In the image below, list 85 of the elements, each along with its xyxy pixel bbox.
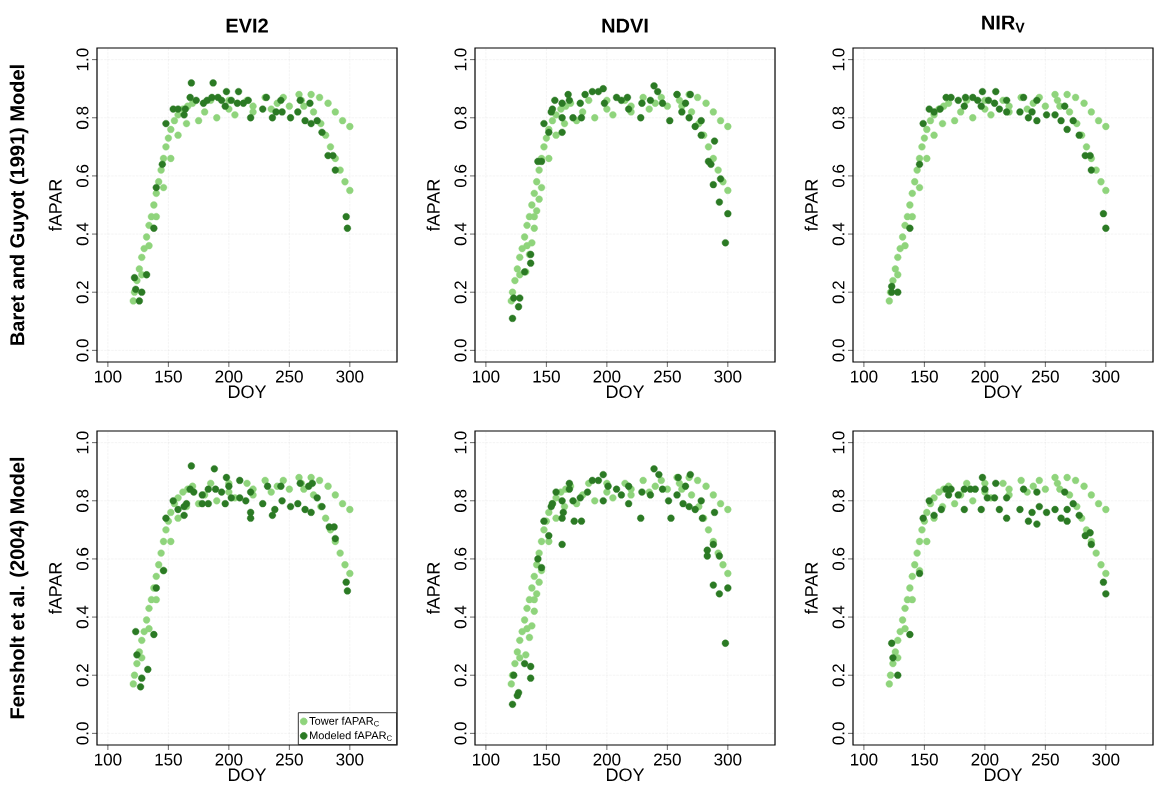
- y-axis-title: fAPAR: [426, 562, 440, 615]
- x-tick-label: 300: [714, 753, 742, 766]
- y-tick-label: 0.6: [454, 164, 467, 188]
- x-tick-label: 200: [971, 753, 999, 766]
- y-tick-label: 1.0: [76, 48, 89, 71]
- x-tick-label: 200: [215, 370, 243, 383]
- y-tick-label: 0.0: [832, 722, 845, 745]
- text: Fensholt et al. (2004) Model: [9, 457, 29, 719]
- y-tick-label: 1.0: [832, 431, 845, 454]
- x-axis-title: DOY: [984, 385, 1023, 399]
- x-tick-label: 250: [654, 753, 681, 766]
- y-tick-label: 0.0: [454, 339, 467, 362]
- x-axis-title: DOY: [606, 385, 645, 399]
- x-tick-label: 100: [473, 370, 500, 383]
- y-tick-label: 0.8: [76, 106, 89, 129]
- y-tick-label: 0.6: [454, 547, 467, 571]
- chart-title: NIR$_{V}$: [982, 15, 1025, 33]
- x-tick-label: 250: [654, 370, 681, 383]
- y-tick-label: 0.8: [832, 106, 845, 129]
- y-tick-label: 1.0: [832, 48, 845, 71]
- y-tick-label: 0.8: [832, 489, 845, 512]
- y-tick-label: 0.2: [76, 664, 89, 687]
- y-axis-title: fAPAR: [48, 179, 62, 232]
- x-axis-title: DOY: [228, 385, 267, 399]
- y-tick-label: 0.6: [832, 164, 845, 188]
- y-axis-title: fAPAR: [426, 179, 440, 232]
- x-tick-label: 150: [155, 370, 182, 383]
- y-axis-title: fAPAR: [804, 179, 818, 232]
- y-tick-label: 0.2: [454, 664, 467, 687]
- y-tick-label: 0.6: [76, 164, 89, 188]
- y-tick-label: 0.8: [454, 489, 467, 512]
- x-tick-label: 150: [533, 370, 560, 383]
- x-tick-label: 250: [1032, 370, 1059, 383]
- x-tick-label: 300: [1092, 370, 1120, 383]
- chart-title: EVI2: [226, 18, 268, 33]
- y-tick-label: 0.8: [454, 106, 467, 129]
- x-tick-label: 150: [533, 753, 560, 766]
- y-tick-label: 0.2: [76, 281, 89, 304]
- y-tick-label: 0.6: [76, 547, 89, 571]
- x-tick-label: 300: [714, 370, 742, 383]
- y-tick-label: 0.2: [454, 281, 467, 304]
- x-tick-label: 150: [911, 370, 938, 383]
- y-tick-label: 1.0: [454, 431, 467, 454]
- x-tick-label: 250: [1032, 753, 1059, 766]
- x-tick-label: 100: [95, 753, 122, 766]
- y-tick-label: 0.0: [76, 722, 89, 745]
- y-axis-title: fAPAR: [804, 562, 818, 615]
- y-tick-label: 0.8: [76, 489, 89, 512]
- x-tick-label: 200: [215, 753, 243, 766]
- x-tick-label: 300: [1092, 753, 1120, 766]
- x-tick-label: 300: [336, 370, 364, 383]
- text: Baret and Guyot (1991) Model: [9, 65, 29, 345]
- y-tick-label: 0.0: [76, 339, 89, 362]
- y-tick-label: 0.4: [454, 605, 467, 629]
- y-tick-label: 0.4: [76, 605, 89, 629]
- y-tick-label: 0.4: [76, 222, 89, 246]
- x-tick-label: 200: [593, 370, 621, 383]
- y-tick-label: 0.0: [832, 339, 845, 362]
- x-tick-label: 100: [473, 753, 500, 766]
- y-tick-label: 0.2: [832, 664, 845, 687]
- x-axis-title: DOY: [606, 768, 645, 782]
- x-tick-label: 150: [911, 753, 938, 766]
- legend-label: Tower fAPAR$_{C}$: [309, 716, 379, 727]
- x-tick-label: 100: [851, 370, 878, 383]
- y-tick-label: 1.0: [454, 48, 467, 71]
- y-tick-label: 1.0: [76, 431, 89, 454]
- x-tick-label: 100: [95, 370, 122, 383]
- legend-label: Modeled fAPAR$_{C}$: [310, 731, 392, 741]
- x-tick-label: 250: [276, 370, 303, 383]
- y-tick-label: 0.4: [832, 605, 845, 629]
- chart-title: NDVI: [602, 18, 648, 33]
- y-tick-label: 0.4: [454, 222, 467, 246]
- y-tick-label: 0.0: [454, 722, 467, 745]
- x-axis-title: DOY: [228, 768, 267, 782]
- y-axis-title: fAPAR: [48, 562, 62, 615]
- x-tick-label: 200: [971, 370, 999, 383]
- x-tick-label: 250: [276, 753, 303, 766]
- y-tick-label: 0.2: [832, 281, 845, 304]
- x-tick-label: 200: [593, 753, 621, 766]
- x-tick-label: 150: [155, 753, 182, 766]
- y-tick-label: 0.4: [832, 222, 845, 246]
- x-tick-label: 100: [851, 753, 878, 766]
- y-tick-label: 0.6: [832, 547, 845, 571]
- x-tick-label: 300: [336, 753, 364, 766]
- x-axis-title: DOY: [984, 768, 1023, 782]
